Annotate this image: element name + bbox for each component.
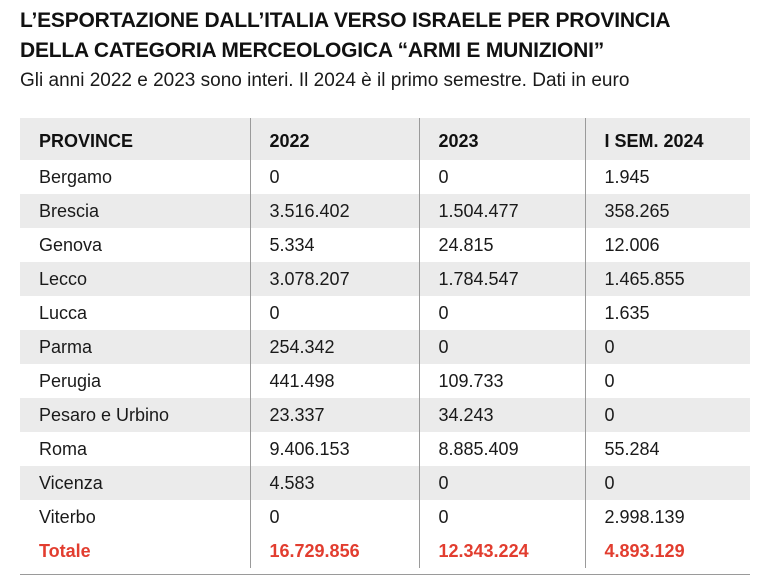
table-row: Perugia 441.498 109.733 0 — [20, 364, 750, 398]
value-2022-cell: 3.078.207 — [249, 262, 419, 296]
table-row: Viterbo 0 0 2.998.139 — [20, 500, 750, 534]
province-cell: Vicenza — [39, 472, 103, 493]
table-row: Lucca 0 0 1.635 — [20, 296, 750, 330]
table-row: Genova 5.334 24.815 12.006 — [20, 228, 750, 262]
value-2023-cell: 0 — [418, 466, 585, 500]
table-row: Brescia 3.516.402 1.504.477 358.265 — [20, 194, 750, 228]
value-sem-2024-cell: 1.465.855 — [584, 262, 750, 296]
header-2022: 2022 — [249, 118, 419, 160]
value-2023-cell: 8.885.409 — [418, 432, 585, 466]
province-cell: Viterbo — [39, 506, 96, 527]
value-2022-cell: 0 — [249, 160, 419, 194]
province-cell: Perugia — [39, 370, 102, 391]
value-sem-2024-cell: 0 — [584, 330, 750, 364]
value-2022-cell: 5.334 — [249, 228, 419, 262]
province-cell: Lecco — [39, 268, 88, 289]
total-2023: 12.343.224 — [418, 534, 585, 568]
export-table: PROVINCE 2022 2023 I SEM. 2024 Bergamo 0 0… — [20, 118, 750, 568]
table-row: Lecco 3.078.207 1.784.547 1.465.855 — [20, 262, 750, 296]
header-province: PROVINCE — [39, 130, 134, 151]
province-cell: Pesaro e Urbino — [39, 404, 170, 425]
value-2023-cell: 0 — [418, 500, 585, 534]
export-table-container: PROVINCE 2022 2023 I SEM. 2024 Bergamo 0 0… — [20, 118, 750, 568]
table-row: Vicenza 4.583 0 0 — [20, 466, 750, 500]
header-row: PROVINCE 2022 2023 I SEM. 2024 — [20, 118, 750, 160]
value-sem-2024-cell: 55.284 — [584, 432, 750, 466]
title-line-1: L’ESPORTAZIONE DALL’ITALIA VERSO ISRAELE… — [20, 9, 671, 32]
total-sem-2024: 4.893.129 — [584, 534, 750, 568]
table-row: Bergamo 0 0 1.945 — [20, 160, 750, 194]
header-2023: 2023 — [418, 118, 585, 160]
value-sem-2024-cell: 0 — [584, 364, 750, 398]
value-2023-cell: 1.784.547 — [418, 262, 585, 296]
header-sem-2024: I SEM. 2024 — [584, 118, 750, 160]
value-2023-cell: 109.733 — [418, 364, 585, 398]
title-line-2: DELLA CATEGORIA MERCEOLOGICA “ARMI E MUN… — [20, 39, 605, 62]
value-sem-2024-cell: 1.635 — [584, 296, 750, 330]
province-cell: Lucca — [39, 302, 88, 323]
province-cell: Bergamo — [39, 166, 113, 187]
province-cell: Roma — [39, 438, 88, 459]
table-row: Parma 254.342 0 0 — [20, 330, 750, 364]
province-cell: Genova — [39, 234, 103, 255]
value-2022-cell: 23.337 — [249, 398, 419, 432]
value-sem-2024-cell: 0 — [584, 398, 750, 432]
value-2022-cell: 0 — [249, 500, 419, 534]
value-sem-2024-cell: 2.998.139 — [584, 500, 750, 534]
value-2023-cell: 0 — [418, 296, 585, 330]
value-2022-cell: 0 — [249, 296, 419, 330]
value-2022-cell: 4.583 — [249, 466, 419, 500]
table-body: Bergamo 0 0 1.945 Brescia 3.516.402 1.504.477 3… — [20, 160, 750, 568]
table-row: Roma 9.406.153 8.885.409 55.284 — [20, 432, 750, 466]
value-2023-cell: 0 — [418, 330, 585, 364]
table-row: Pesaro e Urbino 23.337 34.243 0 — [20, 398, 750, 432]
value-2023-cell: 1.504.477 — [418, 194, 585, 228]
value-sem-2024-cell: 0 — [584, 466, 750, 500]
value-2022-cell: 441.498 — [249, 364, 419, 398]
value-2023-cell: 34.243 — [418, 398, 585, 432]
value-2022-cell: 9.406.153 — [249, 432, 419, 466]
value-2023-cell: 24.815 — [418, 228, 585, 262]
bottom-divider — [20, 574, 750, 575]
value-sem-2024-cell: 358.265 — [584, 194, 750, 228]
value-2022-cell: 254.342 — [249, 330, 419, 364]
province-cell: Parma — [39, 336, 93, 357]
value-2022-cell: 3.516.402 — [249, 194, 419, 228]
chart-subtitle: Gli anni 2022 e 2023 sono interi. Il 202… — [20, 70, 630, 91]
total-2022: 16.729.856 — [249, 534, 419, 568]
province-cell: Brescia — [39, 200, 100, 221]
total-label: Totale — [20, 534, 250, 568]
value-sem-2024-cell: 1.945 — [584, 160, 750, 194]
value-sem-2024-cell: 12.006 — [584, 228, 750, 262]
total-row: Totale 16.729.856 12.343.224 4.893.129 — [20, 534, 750, 568]
value-2023-cell: 0 — [418, 160, 585, 194]
chart-title: L’ESPORTAZIONE DALL’ITALIA VERSO ISRAELE… — [20, 6, 671, 66]
